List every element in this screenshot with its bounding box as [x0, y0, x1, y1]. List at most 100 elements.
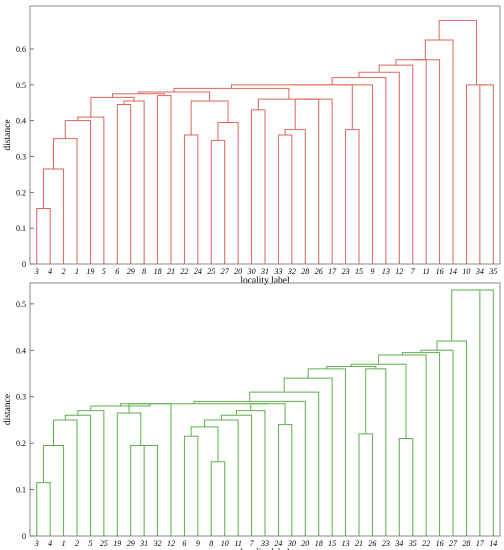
leaf-label: 7 [250, 539, 255, 548]
dendrogram-link [331, 77, 387, 264]
leaf-label: 18 [154, 267, 162, 276]
y-tick-label: 0.2 [16, 188, 26, 197]
leaf-label: 27 [449, 539, 458, 548]
dendrogram-link [411, 59, 441, 264]
dendrogram-link [183, 435, 199, 536]
leaf-label: 13 [342, 539, 350, 548]
leaf-label: 33 [273, 267, 282, 276]
leaf-label: 26 [315, 267, 323, 276]
leaf-label: 29 [127, 267, 135, 276]
dendrogram-link [77, 410, 105, 536]
leaf-label: 25 [100, 539, 108, 548]
leaf-label: 9 [370, 267, 374, 276]
dendrogram-link [190, 100, 229, 135]
leaf-label: 21 [167, 267, 175, 276]
y-tick-label: 0.3 [16, 153, 26, 162]
leaf-label: 6 [115, 267, 119, 276]
dendrogram-link [210, 461, 226, 536]
y-tick-label: 0 [22, 532, 26, 541]
dendrogram-link [116, 104, 132, 264]
leaf-label: 29 [127, 539, 135, 548]
leaf-label: 18 [315, 539, 323, 548]
leaf-label: 35 [488, 267, 497, 276]
dendrogram-link [326, 366, 377, 369]
dendrogram-link [424, 39, 454, 264]
leaf-label: 34 [475, 267, 484, 276]
y-tick-label: 0.2 [16, 439, 26, 448]
leaf-label: 16 [436, 539, 444, 548]
dendrogram-link [183, 134, 199, 264]
dendrogram-link [358, 71, 400, 264]
dendrogram-link [451, 289, 487, 342]
dendrogram-link [291, 84, 373, 264]
leaf-label: 6 [182, 539, 186, 548]
y-tick-label: 0.3 [16, 393, 26, 402]
dendrogram-link [438, 19, 477, 85]
leaf-label: 1 [62, 539, 66, 548]
leaf-label: 32 [153, 539, 162, 548]
dendrogram-link [230, 84, 353, 130]
leaf-label: 2 [75, 539, 79, 548]
leaf-label: 3 [34, 539, 39, 548]
dendrogram-link [294, 98, 320, 264]
dendrogram-link [395, 59, 427, 264]
leaf-label: 17 [476, 539, 485, 548]
dendrogram-link [401, 352, 441, 536]
dendrogram-link [130, 444, 151, 536]
dendrogram-link [350, 363, 407, 439]
dendrogram-bottom: 00.10.20.30.40.53 4 1 2 5 25 19 29 31 32 12 6 9 8 10 11… [3, 282, 501, 550]
leaf-label: 5 [102, 267, 106, 276]
dendrogram-link [42, 444, 65, 536]
leaf-label: 27 [221, 267, 230, 276]
dendrogram-link [210, 139, 226, 264]
dendrogram-link [36, 207, 51, 264]
dendrogram-link [53, 419, 78, 536]
y-tick-label: 0.1 [16, 486, 26, 495]
leaf-label: 32 [287, 267, 296, 276]
dendrogram-link [36, 482, 51, 536]
dendrogram-link [378, 64, 414, 264]
y-tick-label: 0.6 [16, 45, 26, 54]
dendrogram-link [217, 121, 239, 264]
dendrogram-link [116, 412, 142, 536]
leaf-label: 12 [167, 539, 175, 548]
x-axis-title: locality label [240, 548, 290, 550]
leaf-label: 15 [328, 539, 336, 548]
leaf-label: 15 [355, 267, 363, 276]
dendrogram-link [358, 433, 373, 536]
leaf-label: 28 [301, 267, 309, 276]
leaf-label: 23 [382, 539, 390, 548]
dendrogram-link [235, 410, 266, 536]
dendrogram-link [479, 289, 494, 536]
y-tick-label: 0.4 [16, 346, 26, 355]
leaf-label: 30 [247, 267, 256, 276]
dendrogram-link [143, 444, 159, 536]
dendrogram-link [249, 391, 320, 536]
dendrogram-link [204, 419, 239, 536]
leaf-label: 14 [489, 539, 497, 548]
leaf-label: 33 [260, 539, 269, 548]
leaf-label: 31 [260, 267, 269, 276]
dendrogram-link [111, 93, 165, 98]
leaf-label: 22 [180, 267, 188, 276]
y-tick-label: 0.5 [16, 81, 26, 90]
y-tick-label: 0.5 [16, 300, 26, 309]
dendrogram-link [251, 109, 266, 264]
dendrogram-top: 00.10.20.30.40.50.63 4 2 1 19 5 6 29 8 18 21 22 24 25… [3, 5, 501, 286]
leaf-label: 7 [411, 267, 416, 276]
dendrogram-link [250, 403, 286, 425]
leaf-label: 23 [342, 267, 350, 276]
leaf-label: 4 [48, 267, 52, 276]
dendrogram-link [128, 403, 172, 536]
dendrogram-link [398, 438, 414, 536]
leaf-label: 1 [75, 267, 79, 276]
leaf-label: 14 [449, 267, 457, 276]
dendrogram-link [479, 84, 494, 264]
leaf-label: 20 [234, 267, 242, 276]
y-tick-label: 0.4 [16, 117, 26, 126]
dendrogram-link [90, 96, 135, 118]
leaf-label: 2 [62, 267, 66, 276]
dendrogram-link [123, 100, 145, 264]
leaf-label: 34 [394, 539, 403, 548]
leaf-label: 30 [287, 539, 296, 548]
